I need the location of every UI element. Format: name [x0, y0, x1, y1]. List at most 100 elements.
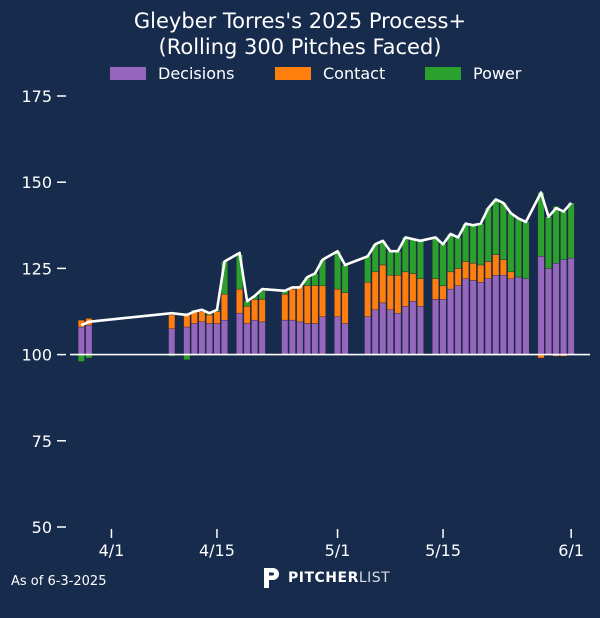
bar-power-45: [560, 211, 568, 260]
bar-power-24: [386, 250, 394, 276]
x-tick-label-1: 4/15: [199, 541, 235, 560]
bar-decisions-17: [311, 323, 319, 355]
bar-power-40: [515, 218, 522, 278]
chart-title: Gleyber Torres's 2025 Process+: [133, 9, 467, 33]
bar-decisions-12: [258, 321, 266, 355]
bar-contact-17: [311, 285, 319, 324]
bar-decisions-8: [221, 319, 228, 355]
bar-contact-30: [439, 285, 447, 300]
bar-decisions-1: [85, 325, 93, 355]
bar-power-27: [409, 238, 417, 274]
bar-decisions-21: [364, 316, 372, 355]
bar-decisions-18: [319, 316, 326, 355]
bar-contact-21: [364, 281, 372, 317]
brand-logo: PITCHERLIST: [262, 566, 390, 590]
bar-decisions-31: [447, 288, 454, 355]
bar-decisions-34: [469, 280, 477, 355]
bar-contact-35: [477, 264, 485, 283]
legend-item-power: Power: [425, 64, 521, 83]
bar-contact-29: [432, 278, 439, 300]
legend-label-contact: Contact: [323, 64, 386, 83]
chart-area: 50 75 100 125 150 175 4/1 4/15 5/1 5/15 6/1: [21, 87, 590, 560]
bar-decisions-16: [303, 323, 311, 355]
bar-power-21: [364, 256, 372, 283]
bar-power-30: [439, 244, 447, 286]
legend-item-decisions: Decisions: [110, 64, 234, 83]
bar-power-32: [454, 237, 462, 269]
x-tick-label-4: 6/1: [558, 541, 584, 560]
y-tick-label-175: 175: [21, 87, 52, 106]
y-tick-label-100: 100: [21, 346, 52, 365]
bar-contact-14: [288, 288, 296, 321]
bar-decisions-42: [537, 256, 545, 355]
bar-decisions-22: [371, 309, 379, 355]
bar-decisions-30: [439, 299, 447, 355]
bar-power-37: [492, 199, 500, 255]
brand-wordmark-bold: PITCHER: [288, 570, 359, 586]
bar-power-34: [469, 225, 477, 264]
bar-contact-22: [371, 271, 379, 310]
legend-swatch-power: [425, 67, 461, 80]
bar-decisions-0: [77, 326, 85, 355]
bar-decisions-33: [462, 278, 470, 355]
bar-power-20: [341, 264, 349, 293]
bar-decisions-13: [281, 319, 289, 355]
bar-contact-9: [236, 288, 243, 314]
bar-contact-25: [394, 275, 402, 314]
bar-decisions-24: [386, 309, 394, 355]
bar-power-46: [567, 202, 575, 259]
bar-contact-12: [258, 299, 266, 323]
bar-power-41: [522, 221, 530, 279]
bar-decisions-15: [296, 321, 304, 355]
bar-contact-7: [213, 311, 221, 324]
bar-decisions-6: [206, 323, 213, 355]
process-plus-line: [80, 191, 573, 327]
bar-decisions-20: [341, 323, 349, 355]
bar-contact-24: [386, 275, 394, 310]
legend-swatch-decisions: [110, 67, 146, 80]
bar-contact-23: [379, 264, 387, 304]
bar-contact-13: [281, 294, 289, 321]
bar-decisions-11: [251, 319, 259, 355]
bar-decisions-25: [394, 313, 402, 355]
bar-decisions-46: [567, 257, 575, 355]
bar-power-0: [77, 354, 85, 362]
bar-contact-10: [243, 306, 251, 324]
bar-decisions-43: [545, 268, 552, 355]
legend-item-contact: Contact: [275, 64, 385, 83]
bar-contact-19: [334, 288, 341, 317]
bar-decisions-39: [507, 278, 515, 355]
bar-decisions-36: [484, 278, 492, 355]
bar-decisions-27: [409, 300, 417, 355]
legend: Decisions Contact Power: [0, 64, 600, 86]
bar-power-35: [477, 223, 485, 266]
bar-decisions-45: [560, 259, 568, 355]
legend-label-power: Power: [473, 64, 522, 83]
bar-contact-31: [447, 271, 454, 290]
bar-contact-11: [251, 299, 259, 321]
bar-decisions-9: [236, 313, 243, 355]
bar-power-36: [484, 207, 492, 262]
bar-contact-20: [341, 292, 349, 324]
bar-decisions-5: [198, 321, 206, 355]
bar-contact-5: [198, 311, 206, 323]
legend-label-decisions: Decisions: [158, 64, 235, 83]
bar-contact-3: [183, 313, 191, 328]
bar-decisions-26: [401, 306, 409, 355]
y-tick-label-150: 150: [21, 173, 52, 192]
as-of-date: As of 6-3-2025: [11, 574, 107, 589]
bar-contact-8: [221, 294, 228, 321]
bar-decisions-37: [492, 275, 500, 355]
bar-contact-34: [469, 263, 477, 281]
bar-contact-37: [492, 254, 500, 276]
bar-contact-39: [507, 271, 515, 279]
bar-power-28: [417, 240, 424, 279]
x-tick-label-3: 5/15: [425, 541, 461, 560]
bar-contact-28: [417, 278, 424, 307]
bar-decisions-10: [243, 323, 251, 355]
pitcherlist-logo-icon: [264, 568, 279, 588]
bar-decisions-23: [379, 302, 387, 355]
chart-subtitle: (Rolling 300 Pitches Faced): [158, 35, 442, 59]
bar-decisions-41: [522, 278, 530, 355]
bar-decisions-44: [552, 263, 560, 355]
